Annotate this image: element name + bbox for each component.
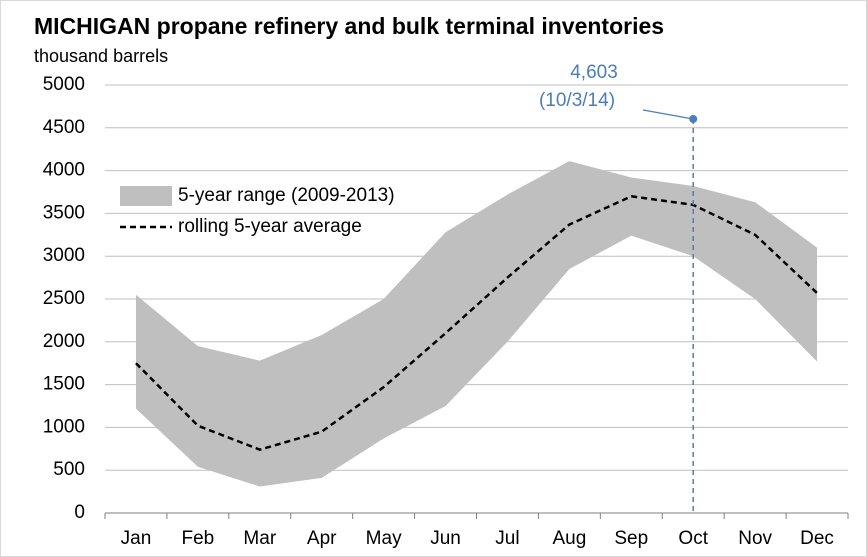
x-tick-label: Nov: [738, 528, 772, 549]
y-tick-label: 5000: [43, 74, 85, 95]
x-tick-label: Jul: [495, 528, 519, 549]
x-tick-label: Jan: [121, 528, 152, 549]
y-tick-label: 3000: [43, 245, 85, 266]
annotation-leader: [642, 109, 694, 120]
y-tick-label: 2500: [43, 288, 85, 309]
x-tick-label: Dec: [800, 528, 834, 549]
y-tick-label: 2000: [43, 331, 85, 352]
x-tick-label: Mar: [243, 528, 276, 549]
legend-swatch: [120, 186, 172, 206]
range-band: [135, 161, 818, 487]
x-tick-label: Oct: [678, 528, 708, 549]
y-tick-label: 500: [53, 459, 85, 480]
chart-subtitle: thousand barrels: [34, 46, 168, 66]
annotation-point: [689, 114, 698, 123]
average-line: [135, 194, 818, 451]
y-tick-label: 1000: [43, 416, 85, 437]
y-tick-label: 0: [74, 502, 85, 523]
x-tick-label: May: [366, 528, 402, 549]
x-tick-label: Sep: [614, 528, 648, 549]
x-tick-label: Feb: [182, 528, 215, 549]
x-tick-label: Apr: [307, 528, 337, 549]
chart-title: MICHIGAN propane refinery and bulk termi…: [34, 13, 664, 39]
annotation-label: 4,603: [570, 62, 618, 83]
legend-label: rolling 5-year average: [178, 216, 362, 237]
y-tick-label: 4500: [43, 117, 85, 138]
x-tick-label: Jun: [430, 528, 461, 549]
y-tick-label: 1500: [43, 374, 85, 395]
annotation-date: (10/3/14): [539, 90, 615, 111]
legend-label: 5-year range (2009-2013): [178, 185, 395, 206]
y-tick-label: 4000: [43, 160, 85, 181]
y-tick-label: 3500: [43, 202, 85, 223]
x-tick-label: Aug: [552, 528, 586, 549]
